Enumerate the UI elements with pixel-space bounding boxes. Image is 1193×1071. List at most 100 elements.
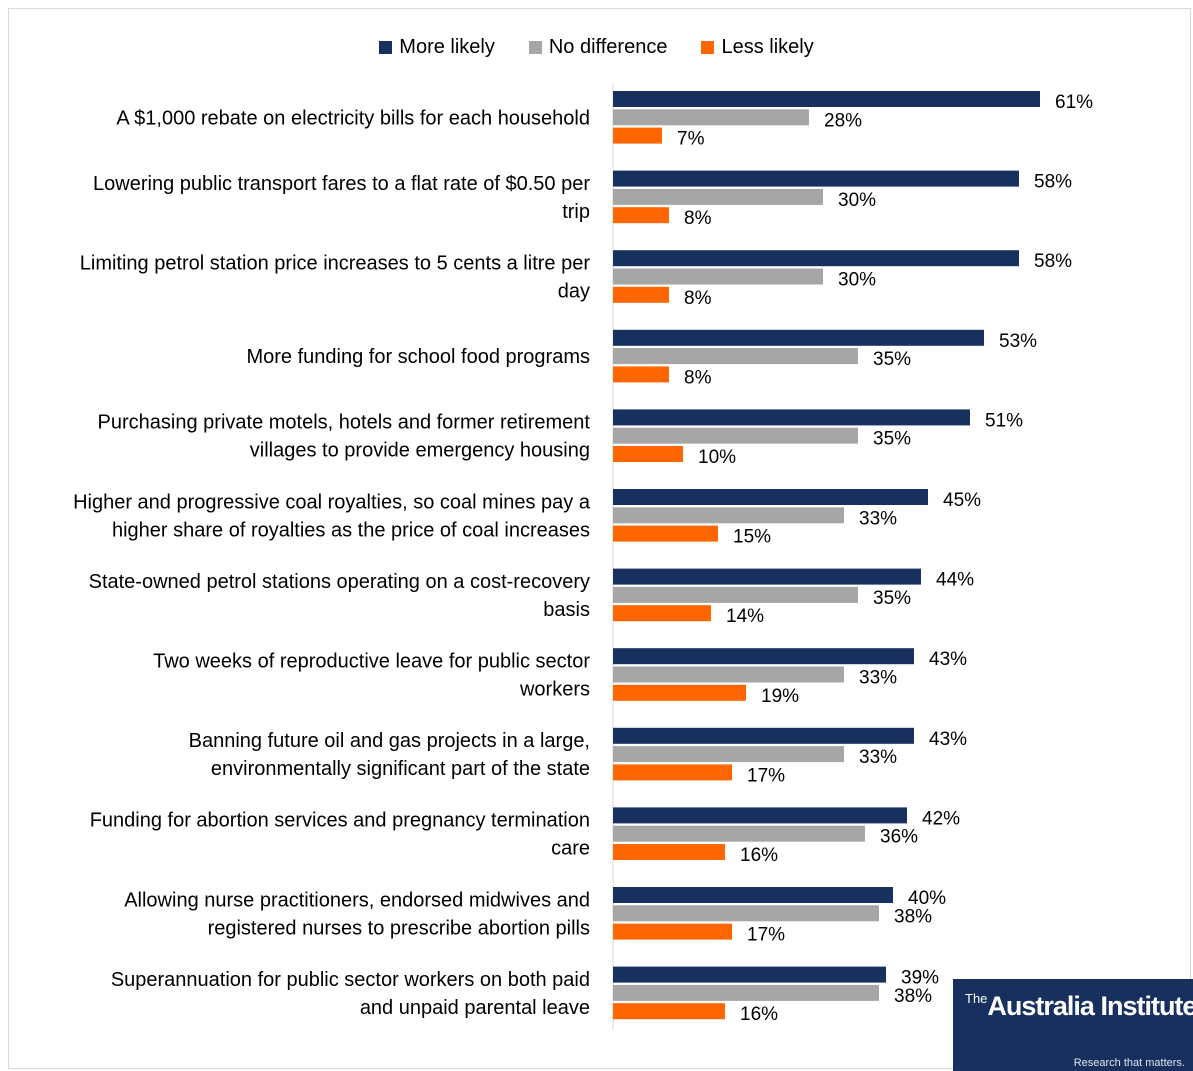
legend-swatch-no-difference xyxy=(528,41,542,54)
bar-more-likely xyxy=(613,91,1040,107)
data-label-no-difference: 35% xyxy=(873,349,911,370)
bar-more-likely xyxy=(613,648,914,665)
data-label-no-difference: 28% xyxy=(824,110,862,131)
data-label-more-likely: 53% xyxy=(999,331,1037,352)
bar-no-difference xyxy=(613,348,858,365)
data-label-less-likely: 15% xyxy=(733,527,771,548)
category-label: Lowering public transport fares to a fla… xyxy=(93,173,590,195)
data-label-more-likely: 42% xyxy=(922,808,960,829)
data-label-less-likely: 8% xyxy=(684,367,712,388)
category-label: Higher and progressive coal royalties, s… xyxy=(73,491,591,513)
bar-less-likely xyxy=(613,844,725,860)
category-label: registered nurses to prescribe abortion … xyxy=(208,917,590,939)
bar-more-likely xyxy=(613,489,928,505)
category-label: basis xyxy=(543,599,590,621)
bar-no-difference xyxy=(613,905,879,922)
bar-less-likely xyxy=(613,1003,725,1020)
bar-more-likely xyxy=(613,568,921,585)
category-label: care xyxy=(551,838,590,860)
bar-no-difference xyxy=(613,507,844,524)
bar-no-difference xyxy=(613,586,858,603)
legend-label-no-difference: No difference xyxy=(548,36,668,58)
bar-no-difference xyxy=(613,666,844,683)
legend-label-more-likely: More likely xyxy=(399,36,495,58)
legend-item-no-difference: No difference xyxy=(528,36,668,59)
data-label-no-difference: 33% xyxy=(859,668,897,689)
data-label-no-difference: 33% xyxy=(859,747,897,768)
bar-less-likely xyxy=(613,366,669,383)
bar-more-likely xyxy=(613,887,893,903)
legend: More likely No difference Less likely xyxy=(0,36,1193,59)
data-label-less-likely: 8% xyxy=(684,208,712,229)
data-label-more-likely: 45% xyxy=(943,490,981,511)
bar-more-likely xyxy=(613,329,984,346)
data-label-no-difference: 35% xyxy=(873,429,911,450)
data-label-no-difference: 35% xyxy=(873,588,911,609)
data-label-less-likely: 7% xyxy=(677,129,705,150)
data-label-no-difference: 33% xyxy=(859,508,897,529)
category-label: Funding for abortion services and pregna… xyxy=(90,810,590,832)
data-label-no-difference: 36% xyxy=(880,827,918,848)
legend-swatch-more-likely xyxy=(379,41,393,54)
data-label-more-likely: 43% xyxy=(929,729,967,750)
data-label-more-likely: 43% xyxy=(929,649,967,670)
data-label-more-likely: 44% xyxy=(936,570,974,591)
data-label-less-likely: 16% xyxy=(740,845,778,866)
category-label: day xyxy=(558,281,590,303)
category-label: workers xyxy=(519,679,590,701)
data-label-less-likely: 14% xyxy=(726,606,764,627)
data-label-more-likely: 58% xyxy=(1034,251,1072,272)
data-label-no-difference: 30% xyxy=(838,270,876,291)
bar-more-likely xyxy=(613,966,886,983)
data-label-more-likely: 61% xyxy=(1055,92,1093,113)
bar-more-likely xyxy=(613,250,1019,267)
bar-less-likely xyxy=(613,923,732,940)
category-label: higher share of royalties as the price o… xyxy=(112,519,590,541)
bar-more-likely xyxy=(613,170,1019,187)
bar-less-likely xyxy=(613,764,732,781)
data-label-more-likely: 40% xyxy=(908,888,946,909)
data-label-less-likely: 8% xyxy=(684,288,712,309)
category-label: Purchasing private motels, hotels and fo… xyxy=(98,412,591,434)
logo-text: Australia Institute xyxy=(987,991,1193,1021)
data-label-less-likely: 10% xyxy=(698,447,736,468)
chart-frame xyxy=(8,8,1191,1069)
bar-less-likely xyxy=(613,127,662,144)
legend-label-less-likely: Less likely xyxy=(721,36,814,58)
bar-no-difference xyxy=(613,984,879,1001)
category-label: Allowing nurse practitioners, endorsed m… xyxy=(124,889,590,911)
category-label: Superannuation for public sector workers… xyxy=(111,969,590,991)
bar-no-difference xyxy=(613,746,844,763)
bar-less-likely xyxy=(613,286,669,303)
bar-more-likely xyxy=(613,727,914,744)
bar-less-likely xyxy=(613,525,718,542)
bar-no-difference xyxy=(613,427,858,444)
legend-item-less-likely: Less likely xyxy=(701,36,814,59)
bar-more-likely xyxy=(613,409,970,426)
category-label: trip xyxy=(562,201,590,223)
category-label: villages to provide emergency housing xyxy=(250,440,590,462)
category-label: A $1,000 rebate on electricity bills for… xyxy=(116,107,590,129)
bar-less-likely xyxy=(613,684,746,701)
bar-less-likely xyxy=(613,605,711,622)
logo: TheAustralia Institute Research that mat… xyxy=(953,979,1193,1071)
bar-no-difference xyxy=(613,268,823,285)
data-label-less-likely: 17% xyxy=(747,925,785,946)
category-label: State-owned petrol stations operating on… xyxy=(89,571,590,593)
legend-item-more-likely: More likely xyxy=(379,36,495,59)
data-label-less-likely: 17% xyxy=(747,765,785,786)
data-label-no-difference: 30% xyxy=(838,190,876,211)
bar-no-difference xyxy=(613,825,865,842)
category-label: Limiting petrol station price increases … xyxy=(80,253,591,275)
category-label: environmentally significant part of the … xyxy=(211,758,590,780)
data-label-no-difference: 38% xyxy=(894,906,932,927)
bar-more-likely xyxy=(613,807,907,824)
logo-prefix: The xyxy=(965,991,988,1006)
category-label: Banning future oil and gas projects in a… xyxy=(189,730,590,752)
legend-swatch-less-likely xyxy=(701,41,715,54)
bar-no-difference xyxy=(613,109,809,126)
logo-tagline: Research that matters. xyxy=(1073,1057,1185,1069)
data-label-less-likely: 16% xyxy=(740,1004,778,1025)
bar-no-difference xyxy=(613,188,823,205)
